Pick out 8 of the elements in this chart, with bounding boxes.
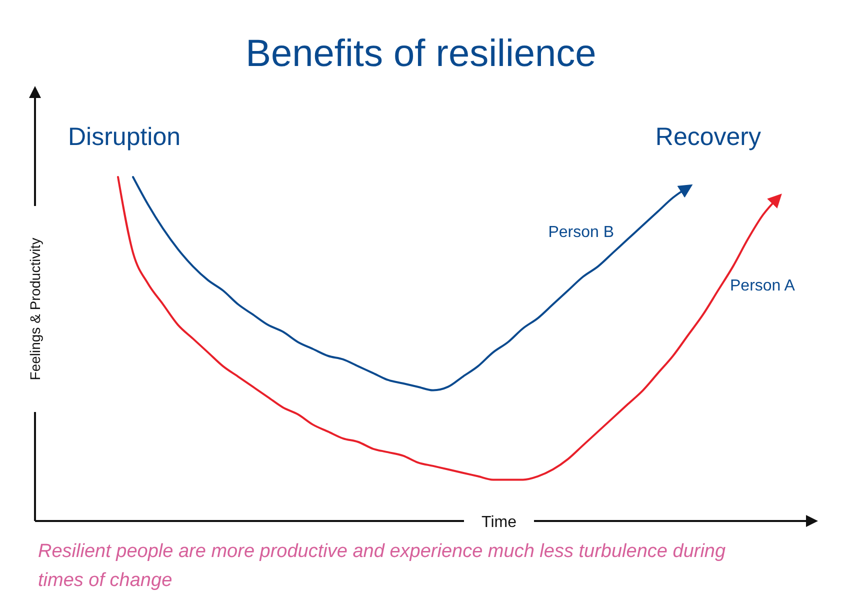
- series-label: Person A: [730, 278, 796, 295]
- text: Disruption: [68, 123, 181, 151]
- x-axis-title: Time: [482, 514, 517, 531]
- series-label: Person B: [548, 224, 614, 241]
- chart-title: Benefits of resilience: [246, 33, 596, 75]
- y-axis-title: Feelings & Productivity: [27, 238, 43, 380]
- text: Recovery: [655, 123, 762, 151]
- text: Resilient people are more productive and experience much less turbulence during times of change: [38, 541, 726, 591]
